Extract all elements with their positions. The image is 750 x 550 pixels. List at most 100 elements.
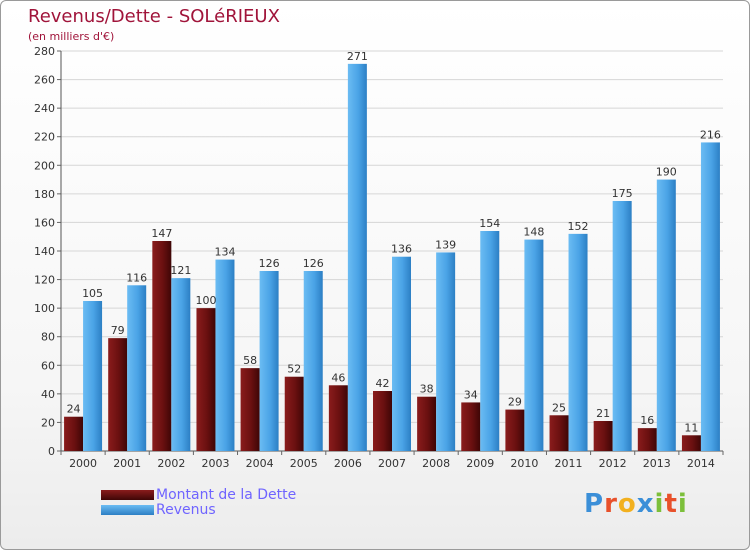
- legend-label-dette: Montant de la Dette: [156, 487, 297, 503]
- logo-letter: x: [636, 489, 655, 519]
- revenus-bar-2010: [524, 239, 544, 451]
- y-tick-label: 0: [48, 445, 55, 458]
- revenus-bar-2013: [656, 179, 676, 452]
- revenus-label-2000: 105: [82, 287, 103, 300]
- chart-title: Revenus/Dette - SOLéRIEUX: [28, 6, 280, 27]
- legend-swatch-dette: [101, 490, 154, 500]
- dette-label-2014: 11: [684, 421, 698, 434]
- y-tick-label: 100: [34, 302, 55, 315]
- legend-item-dette: Montant de la Dette: [101, 487, 401, 503]
- x-tick-label: 2005: [290, 457, 318, 470]
- revenus-label-2003: 134: [214, 246, 235, 259]
- data-labels: 24 105 79 116 147 121 100 134 58 126 52 126 46 271 42 1…: [67, 50, 721, 434]
- dette-bar-2001: [108, 338, 128, 451]
- revenus-label-2011: 152: [568, 220, 589, 233]
- x-tick-label: 2014: [687, 457, 715, 470]
- y-tick-label: 280: [34, 45, 55, 58]
- legend-label-revenus: Revenus: [156, 502, 216, 518]
- revenus-label-2014: 216: [700, 128, 721, 141]
- revenus-label-2013: 190: [656, 166, 677, 179]
- dette-label-2009: 34: [464, 388, 478, 401]
- logo-letter: t: [664, 489, 678, 519]
- dette-label-2002: 147: [151, 227, 172, 240]
- revenus-label-2005: 126: [303, 257, 324, 270]
- x-tick-label: 2007: [378, 457, 406, 470]
- dette-label-2013: 16: [640, 414, 654, 427]
- revenus-bar-2004: [259, 271, 279, 451]
- revenus-label-2006: 271: [347, 50, 368, 63]
- y-tick-label: 260: [34, 74, 55, 87]
- x-axis: 2000 2001 2002 2003 2004 2005 2006 2007 2008 2009…: [60, 451, 724, 470]
- bars: [64, 63, 720, 452]
- y-tick-label: 160: [34, 216, 55, 229]
- dette-bar-2008: [417, 396, 437, 451]
- revenus-label-2012: 175: [612, 187, 633, 200]
- dette-bar-2011: [549, 415, 569, 451]
- x-tick-label: 2000: [69, 457, 97, 470]
- x-tick-label: 2003: [201, 457, 229, 470]
- legend-item-revenus: Revenus: [101, 502, 401, 518]
- dette-label-2012: 21: [596, 407, 610, 420]
- chart-subtitle: (en milliers d'€): [28, 30, 115, 43]
- revenus-bar-2003: [215, 259, 235, 451]
- dette-bar-2009: [461, 402, 481, 451]
- dette-label-2010: 29: [508, 396, 522, 409]
- dette-bar-2013: [637, 428, 657, 451]
- x-tick-label: 2013: [643, 457, 671, 470]
- dette-bar-2014: [681, 435, 701, 451]
- x-tick-label: 2001: [113, 457, 141, 470]
- dette-label-2001: 79: [111, 324, 125, 337]
- dette-bar-2006: [328, 385, 348, 451]
- y-tick-label: 200: [34, 159, 55, 172]
- revenus-label-2001: 116: [126, 271, 147, 284]
- x-tick-label: 2008: [422, 457, 450, 470]
- revenus-bar-2005: [303, 271, 323, 451]
- y-tick-label: 220: [34, 131, 55, 144]
- revenus-bar-2000: [83, 301, 103, 451]
- revenus-bar-2014: [700, 142, 720, 451]
- x-tick-label: 2009: [466, 457, 494, 470]
- logo-letter: i: [677, 489, 688, 519]
- dette-bar-2005: [284, 376, 304, 451]
- y-tick-label: 60: [41, 359, 55, 372]
- dette-label-2007: 42: [376, 377, 390, 390]
- dette-bar-2002: [152, 241, 172, 451]
- dette-label-2005: 52: [287, 363, 301, 376]
- logo-letter: P: [584, 489, 605, 519]
- x-tick-label: 2004: [246, 457, 274, 470]
- proxiti-logo: Proxiti: [584, 489, 688, 519]
- x-tick-label: 2010: [510, 457, 538, 470]
- y-tick-label: 120: [34, 274, 55, 287]
- dette-bar-2010: [505, 409, 525, 451]
- dette-bar-2000: [64, 416, 84, 451]
- revenus-label-2007: 136: [391, 243, 412, 256]
- dette-label-2011: 25: [552, 401, 566, 414]
- x-tick-label: 2011: [555, 457, 583, 470]
- revenus-bar-2012: [612, 201, 632, 451]
- revenus-label-2004: 126: [259, 257, 280, 270]
- x-tick-label: 2012: [599, 457, 627, 470]
- revenus-bar-2008: [436, 252, 456, 451]
- dette-label-2004: 58: [243, 354, 257, 367]
- legend-swatch-revenus: [101, 505, 154, 515]
- y-tick-label: 140: [34, 245, 55, 258]
- y-tick-label: 20: [41, 416, 55, 429]
- revenus-label-2008: 139: [435, 238, 456, 251]
- revenus-bar-2007: [392, 256, 411, 451]
- dette-bar-2003: [196, 308, 216, 451]
- revenus-bar-2001: [127, 285, 147, 451]
- dette-bar-2007: [373, 391, 392, 451]
- dette-label-2006: 46: [331, 371, 345, 384]
- x-tick-label: 2006: [334, 457, 362, 470]
- revenus-bar-2011: [568, 233, 588, 451]
- x-tick-label: 2002: [157, 457, 185, 470]
- dette-bar-2004: [240, 368, 260, 451]
- dette-bar-2012: [593, 421, 613, 451]
- dette-label-2008: 38: [420, 383, 434, 396]
- revenus-bar-2009: [480, 231, 500, 451]
- logo-letter: i: [654, 489, 665, 519]
- logo-letter: o: [617, 489, 637, 519]
- y-tick-label: 80: [41, 331, 55, 344]
